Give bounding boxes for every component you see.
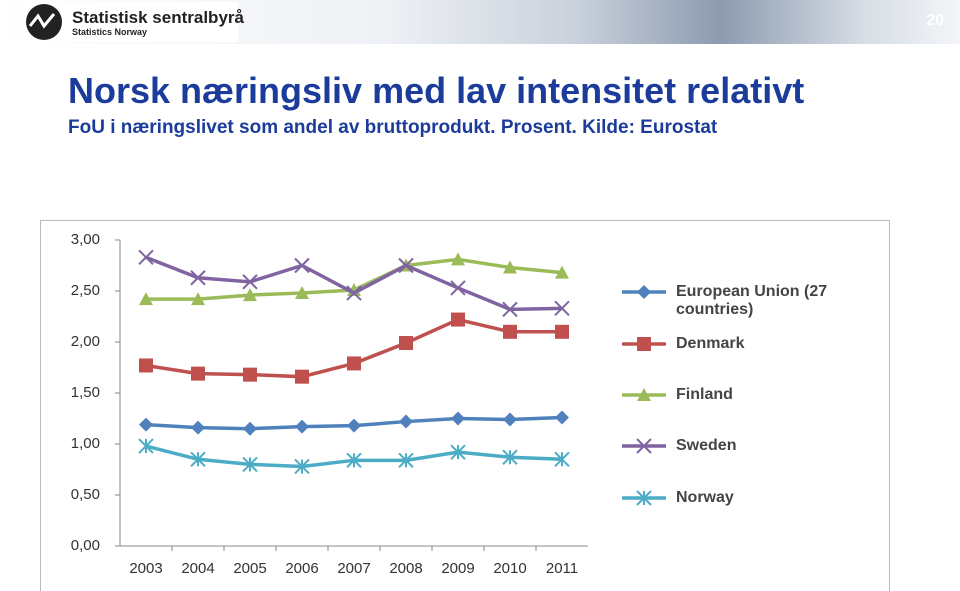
marker: [139, 358, 153, 373]
legend-swatch: [622, 388, 666, 401]
marker: [555, 265, 569, 279]
marker: [191, 292, 205, 306]
logo-name: Statistisk sentralbyrå: [72, 8, 244, 27]
marker: [243, 421, 257, 436]
marker: [398, 452, 414, 469]
marker: [637, 285, 651, 299]
marker: [399, 414, 413, 429]
x-tick-label: 2009: [441, 560, 474, 577]
marker: [242, 456, 258, 473]
x-tick-label: 2004: [181, 560, 214, 577]
y-tick-label: 0,00: [71, 537, 100, 554]
marker: [242, 274, 258, 290]
marker: [636, 438, 652, 454]
marker: [555, 410, 569, 425]
marker: [554, 451, 570, 468]
x-tick-label: 2005: [233, 560, 266, 577]
x-tick-label: 2010: [493, 560, 526, 577]
marker: [503, 324, 517, 339]
banner: Statistisk sentralbyrå Statistics Norway…: [0, 0, 960, 44]
y-tick-label: 3,00: [71, 231, 100, 248]
x-tick-label: 2007: [337, 560, 370, 577]
marker: [139, 292, 153, 306]
legend-swatch: [622, 490, 666, 506]
legend-item: European Union (27 countries): [620, 283, 880, 319]
legend-item: Finland: [620, 386, 880, 404]
marker: [450, 280, 466, 296]
marker: [398, 257, 414, 274]
marker: [294, 458, 310, 475]
slide-title: Norsk næringsliv med lav intensitet rela…: [68, 70, 805, 111]
marker: [295, 419, 309, 434]
logo-icon: [26, 4, 62, 40]
slide-subtitle: FoU i næringslivet som andel av bruttopr…: [68, 117, 718, 138]
y-tick-label: 2,50: [71, 282, 100, 299]
y-tick-label: 2,00: [71, 333, 100, 350]
y-tick-label: 1,50: [71, 384, 100, 401]
y-tick-label: 0,50: [71, 486, 100, 503]
marker: [502, 301, 518, 318]
marker: [243, 367, 257, 382]
marker: [399, 336, 413, 351]
legend-swatch: [622, 438, 666, 454]
marker: [637, 337, 651, 351]
legend-item: Sweden: [620, 437, 880, 455]
marker: [190, 270, 206, 286]
marker: [554, 300, 570, 317]
marker: [347, 356, 361, 371]
marker: [190, 451, 206, 468]
marker: [450, 444, 466, 460]
marker: [347, 418, 361, 433]
marker: [502, 449, 518, 465]
logo: Statistisk sentralbyrå Statistics Norway: [20, 2, 244, 42]
marker: [637, 388, 651, 401]
marker: [191, 420, 205, 435]
legend-swatch: [622, 285, 666, 299]
marker: [294, 257, 310, 274]
x-tick-label: 2008: [389, 560, 422, 577]
legend-label: Denmark: [676, 335, 745, 352]
marker: [451, 252, 465, 266]
marker: [346, 452, 362, 469]
legend-label: Norway: [676, 489, 734, 506]
marker: [139, 417, 153, 432]
legend-label: Finland: [676, 386, 733, 403]
page-number: 20: [926, 12, 944, 29]
chart-panel: [40, 220, 890, 591]
marker: [191, 366, 205, 381]
marker: [346, 285, 362, 301]
legend-swatch: [622, 337, 666, 351]
x-tick-label: 2003: [129, 560, 162, 577]
marker: [138, 438, 154, 454]
y-tick-label: 1,00: [71, 435, 100, 452]
marker: [636, 490, 652, 506]
marker: [503, 260, 517, 274]
legend-item: Denmark: [620, 335, 880, 353]
marker: [451, 411, 465, 426]
marker: [295, 286, 309, 300]
marker: [555, 324, 569, 339]
x-tick-label: 2006: [285, 560, 318, 577]
marker: [451, 312, 465, 327]
marker: [503, 412, 517, 427]
logo-sub: Statistics Norway: [72, 27, 148, 37]
legend-item: Norway: [620, 489, 880, 507]
x-tick-label: 2011: [546, 560, 578, 577]
marker: [243, 288, 257, 302]
legend-label: European Union (27 countries): [676, 283, 828, 318]
marker: [295, 369, 309, 384]
marker: [138, 249, 154, 266]
legend-label: Sweden: [676, 437, 737, 454]
